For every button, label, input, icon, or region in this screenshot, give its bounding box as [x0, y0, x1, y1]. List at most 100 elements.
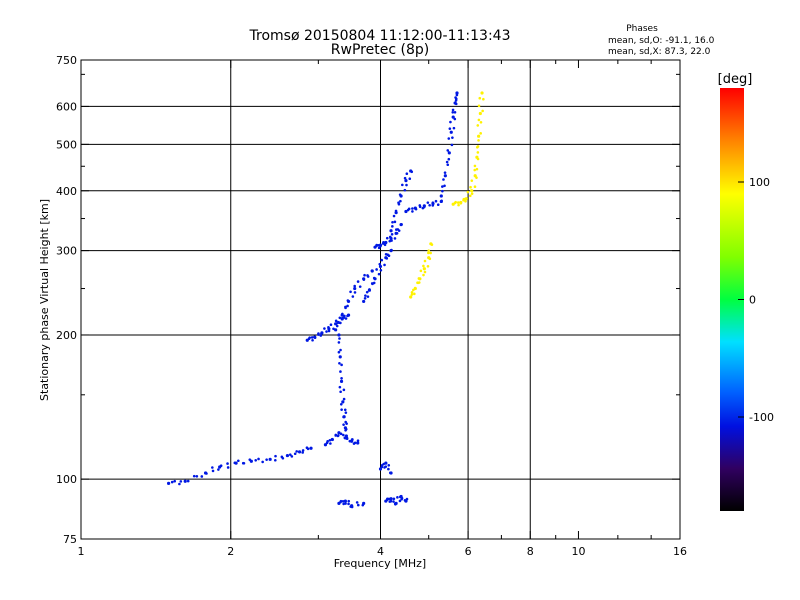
data-point	[413, 292, 416, 296]
phase-colorbar: [deg] 100 0 -100	[718, 72, 774, 511]
data-point	[404, 209, 408, 214]
data-point	[166, 481, 171, 485]
data-point	[285, 453, 290, 458]
data-point	[426, 201, 430, 204]
data-point	[436, 203, 440, 207]
data-point	[363, 273, 366, 277]
data-point	[219, 464, 223, 468]
data-point	[439, 199, 443, 204]
grid-lines	[81, 60, 680, 539]
data-point	[482, 97, 485, 101]
data-point	[477, 134, 481, 138]
x-tick-label: 16	[673, 545, 687, 558]
data-point	[217, 468, 220, 471]
data-point	[346, 299, 350, 302]
data-point	[396, 228, 400, 231]
data-point	[288, 453, 292, 456]
data-point	[457, 203, 460, 207]
data-point	[329, 442, 332, 445]
data-point	[365, 290, 369, 294]
data-point	[364, 294, 367, 297]
data-point	[410, 293, 414, 296]
data-point	[205, 472, 208, 475]
data-point	[383, 242, 387, 245]
data-point	[450, 143, 454, 147]
x-tick-label: 8	[527, 545, 534, 558]
data-point	[422, 273, 425, 277]
legend-x-mode-stats: mean, sd,X: 87.3, 22.0	[608, 47, 711, 57]
data-point	[479, 132, 482, 135]
data-point	[353, 291, 357, 294]
data-point	[337, 350, 341, 354]
data-point	[423, 270, 427, 274]
data-point	[451, 136, 454, 139]
axis-ticks: 1 2 4 6 8 10 16 75 100 200 300 400 500 600 750	[56, 54, 687, 558]
data-point	[297, 450, 302, 454]
data-point	[352, 442, 356, 445]
data-point	[422, 264, 425, 268]
data-point	[334, 322, 338, 326]
data-point	[475, 155, 479, 159]
data-point	[295, 450, 298, 453]
data-point	[443, 174, 447, 178]
chart-title: Tromsø 20150804 11:12:00-11:13:43	[249, 28, 511, 44]
data-point	[237, 459, 240, 463]
data-point	[340, 408, 343, 411]
data-point	[337, 333, 341, 337]
data-point	[334, 434, 338, 437]
data-point	[342, 415, 345, 419]
data-point	[470, 192, 474, 195]
data-point	[447, 151, 451, 155]
data-point	[389, 499, 393, 503]
data-point	[377, 272, 381, 276]
data-point	[356, 280, 360, 283]
data-point	[473, 185, 477, 189]
data-point	[326, 440, 329, 443]
data-point	[351, 295, 355, 298]
legend-title: Phases	[626, 24, 658, 34]
data-point	[453, 101, 457, 105]
data-point	[380, 258, 384, 262]
data-point	[301, 449, 305, 452]
data-point	[389, 249, 393, 253]
colorbar-tick-label: 100	[749, 176, 770, 189]
data-point	[473, 174, 477, 178]
data-point	[396, 496, 399, 499]
data-point	[401, 183, 404, 187]
data-point	[350, 438, 354, 441]
chart-header: Tromsø 20150804 11:12:00-11:13:43 RwPret…	[249, 24, 715, 58]
data-point	[186, 479, 190, 483]
y-tick-label: 400	[56, 185, 77, 198]
data-point	[340, 363, 343, 367]
data-point	[449, 130, 453, 134]
colorbar-tick-label: -100	[749, 411, 774, 424]
data-point	[366, 274, 369, 277]
data-point	[391, 225, 394, 228]
data-point	[293, 452, 297, 456]
data-point	[475, 167, 479, 171]
data-point	[468, 194, 472, 198]
data-point	[417, 281, 421, 284]
data-point	[466, 190, 470, 194]
data-point	[327, 325, 330, 329]
data-point	[393, 237, 397, 240]
data-point	[417, 277, 421, 280]
data-point	[410, 291, 414, 294]
data-point	[356, 503, 360, 507]
data-point	[337, 434, 340, 437]
data-point	[334, 328, 338, 332]
data-point	[317, 333, 320, 336]
data-point	[413, 286, 417, 290]
data-point	[313, 336, 317, 340]
data-point	[346, 304, 349, 308]
data-point	[372, 276, 376, 280]
data-point	[341, 499, 345, 503]
data-point	[476, 145, 480, 148]
data-point	[338, 355, 342, 359]
data-point	[451, 110, 455, 114]
data-point	[426, 264, 430, 268]
x-tick-label: 4	[377, 545, 384, 558]
data-point	[389, 497, 393, 501]
data-point	[398, 193, 402, 196]
data-point	[344, 317, 348, 320]
